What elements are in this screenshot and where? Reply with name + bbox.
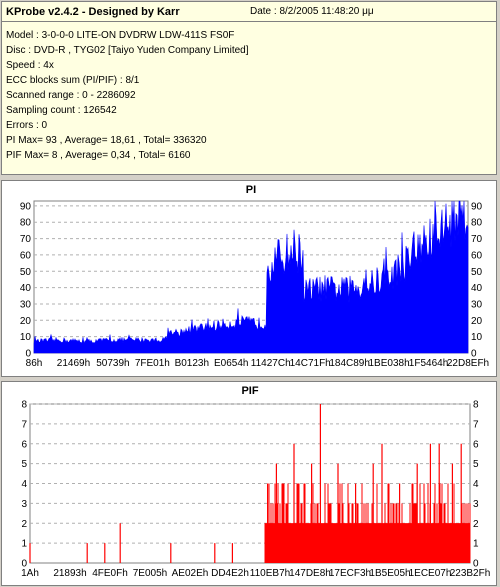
y-tick-label-left: 80 — [20, 218, 32, 229]
x-tick-label: B0123h — [175, 358, 209, 369]
y-tick-label-right: 0 — [473, 559, 479, 570]
header-divider — [2, 21, 496, 22]
y-tick-label-left: 40 — [20, 283, 32, 294]
pi-chart: PI 0 0 10 10 20 20 30 30 40 40 50 50 60 60 70 70 80 80 90 90… — [20, 184, 489, 369]
y-tick-label-left: 50 — [20, 267, 32, 278]
pi-chart-panel: PI 0 0 10 10 20 20 30 30 40 40 50 50 60 60 70 70 80 80 90 90… — [1, 180, 497, 377]
y-tick-label-right: 8 — [473, 400, 479, 411]
y-tick-label-left: 70 — [20, 234, 32, 245]
y-tick-label-left: 1 — [21, 539, 27, 550]
y-tick-label-right: 7 — [473, 419, 479, 430]
x-tick-label: 7E005h — [133, 568, 167, 579]
y-tick-label-right: 50 — [471, 267, 483, 278]
y-tick-label-right: 60 — [471, 250, 483, 261]
chart-title: PIF — [241, 385, 258, 397]
y-tick-label-left: 30 — [20, 299, 32, 310]
x-tick-label: 110EB7h — [250, 568, 290, 579]
y-tick-label-left: 60 — [20, 250, 32, 261]
y-tick-label-right: 0 — [471, 349, 477, 360]
y-tick-label-right: 80 — [471, 218, 483, 229]
y-tick-label-left: 90 — [20, 201, 32, 212]
x-tick-label: DD4E2h — [211, 568, 249, 579]
x-tick-label: 223B2Fh — [450, 568, 491, 579]
info-model: Model : 3-0-0-0 LITE-ON DVDRW LDW-411S F… — [6, 30, 235, 41]
y-tick-label-right: 90 — [471, 201, 483, 212]
x-tick-label: 21469h — [57, 358, 90, 369]
x-tick-label: 184C89h — [329, 358, 370, 369]
x-tick-label: 147DE8h — [289, 568, 331, 579]
y-tick-label-right: 6 — [473, 439, 479, 450]
y-tick-label-left: 5 — [21, 459, 27, 470]
info-errors: Errors : 0 — [6, 120, 48, 131]
x-tick-label: 1B5E05h — [369, 568, 410, 579]
chart-title: PI — [246, 184, 256, 196]
y-tick-label-left: 4 — [21, 479, 27, 490]
x-tick-label: E0654h — [214, 358, 248, 369]
x-tick-label: 1F5464h — [409, 358, 448, 369]
x-tick-label: 22D8EFh — [447, 358, 489, 369]
y-tick-label-right: 70 — [471, 234, 483, 245]
y-tick-label-left: 0 — [25, 349, 31, 360]
y-tick-label-right: 40 — [471, 283, 483, 294]
x-tick-label: 17ECF3h — [329, 568, 371, 579]
disc-info-panel: KProbe v2.4.2 - Designed by Karr Date : … — [1, 1, 497, 175]
y-tick-label-right: 4 — [473, 479, 479, 490]
info-ecc-blocks: ECC blocks sum (PI/PIF) : 8/1 — [6, 75, 140, 86]
y-tick-label-left: 10 — [20, 332, 32, 343]
y-tick-label-left: 7 — [21, 419, 27, 430]
pif-chart-panel: PIF 0 0 1 1 2 2 3 3 4 4 5 5 6 6 7 7 8 8 1Ah 21893h 4FE0Fh 7E00… — [1, 381, 497, 586]
scan-date: Date : 8/2/2005 11:48:20 μμ — [250, 6, 374, 17]
y-tick-label-right: 1 — [473, 539, 479, 550]
x-tick-label: 50739h — [96, 358, 129, 369]
x-tick-label: 4FE0Fh — [92, 568, 128, 579]
app-title: KProbe v2.4.2 - Designed by Karr — [6, 6, 180, 18]
pi-series-area — [33, 200, 469, 354]
info-pi-summary: PI Max= 93 , Average= 18,61 , Total= 336… — [6, 135, 207, 146]
y-tick-label-left: 6 — [21, 439, 27, 450]
info-speed: Speed : 4x — [6, 60, 54, 71]
info-scanned-range: Scanned range : 0 - 2286092 — [6, 90, 136, 101]
x-tick-label: 1BE038h — [369, 358, 410, 369]
pif-chart: PIF 0 0 1 1 2 2 3 3 4 4 5 5 6 6 7 7 8 8 1Ah 21893h 4FE0Fh 7E00… — [21, 385, 491, 579]
y-tick-label-right: 20 — [471, 316, 483, 327]
y-tick-label-left: 3 — [21, 499, 27, 510]
x-tick-label: 21893h — [53, 568, 86, 579]
x-tick-label: 86h — [26, 358, 43, 369]
y-tick-label-right: 30 — [471, 299, 483, 310]
y-tick-label-right: 3 — [473, 499, 479, 510]
info-sampling-count: Sampling count : 126542 — [6, 105, 117, 116]
x-tick-label: 14C71Fh — [290, 358, 331, 369]
y-tick-label-right: 10 — [471, 332, 483, 343]
y-tick-label-left: 8 — [21, 400, 27, 411]
info-pif-summary: PIF Max= 8 , Average= 0,34 , Total= 6160 — [6, 150, 191, 161]
y-tick-label-left: 0 — [21, 559, 27, 570]
y-tick-label-left: 20 — [20, 316, 32, 327]
x-tick-label: 1Ah — [21, 568, 39, 579]
x-tick-label: 1ECE07h — [409, 568, 452, 579]
y-tick-label-left: 2 — [21, 519, 27, 530]
info-disc: Disc : DVD-R , TYG02 [Taiyo Yuden Compan… — [6, 45, 249, 56]
y-tick-label-right: 2 — [473, 519, 479, 530]
x-tick-label: AE02Eh — [172, 568, 209, 579]
x-tick-label: 7FE01h — [135, 358, 170, 369]
x-tick-label: 11427Ch — [251, 358, 291, 369]
y-tick-label-right: 5 — [473, 459, 479, 470]
